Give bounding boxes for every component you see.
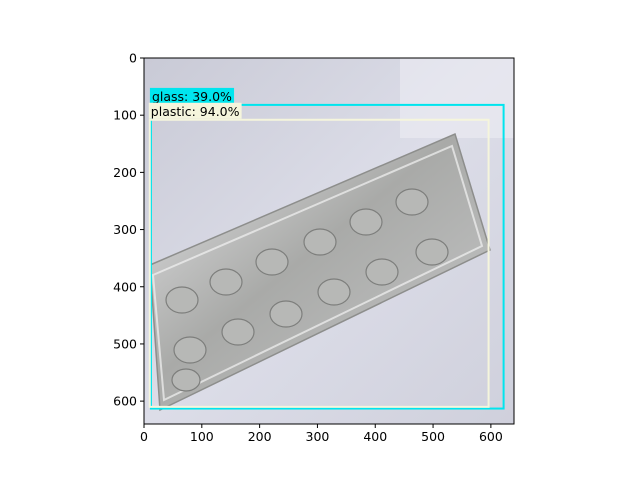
- egg-cup: [173, 336, 207, 364]
- egg-cup: [303, 228, 337, 256]
- photo-highlight: [400, 58, 514, 138]
- egg-cup: [415, 238, 449, 266]
- egg-cup: [221, 318, 255, 346]
- x-tick-label: 400: [363, 429, 387, 444]
- y-tick-label: 100: [113, 108, 137, 123]
- y-tick-label: 200: [113, 165, 137, 180]
- detection-label-bg-glass: [149, 87, 235, 104]
- x-tick-label: 100: [190, 429, 214, 444]
- detection-plastic: plastic: 94.0%: [148, 102, 490, 408]
- egg-cup: [171, 368, 201, 392]
- detection-glass: glass: 39.0%: [149, 87, 505, 410]
- y-axis: 0 100 200 300 400 500 600: [113, 51, 144, 409]
- bounding-box-plastic: [148, 118, 490, 408]
- egg-cup: [365, 258, 399, 286]
- egg-cup: [165, 286, 199, 314]
- x-axis: 0 100 200 300 400 500 600: [140, 424, 503, 444]
- axes-frame: [143, 57, 515, 425]
- egg-cup: [255, 248, 289, 276]
- detection-label-plastic: plastic: 94.0%: [151, 104, 240, 119]
- x-tick-label: 600: [479, 429, 503, 444]
- egg-cup: [269, 300, 303, 328]
- x-tick-label: 300: [306, 429, 330, 444]
- detection-label-bg-plastic: [148, 102, 242, 119]
- detection-overlays: glass: 39.0%plastic: 94.0%: [148, 87, 505, 410]
- bounding-box-glass: [149, 103, 505, 410]
- x-tick-label: 200: [248, 429, 272, 444]
- detection-label-glass: glass: 39.0%: [152, 89, 232, 104]
- egg-carton-rim: [151, 144, 484, 402]
- x-tick-label: 0: [140, 429, 148, 444]
- y-tick-label: 500: [113, 336, 137, 351]
- y-tick-label: 600: [113, 394, 137, 409]
- y-tick-label: 0: [129, 51, 137, 66]
- egg-cup: [395, 188, 429, 216]
- y-tick-label: 300: [113, 222, 137, 237]
- egg-cup: [317, 278, 351, 306]
- egg-cup: [349, 208, 383, 236]
- x-tick-label: 500: [421, 429, 445, 444]
- y-tick-label: 400: [113, 279, 137, 294]
- egg-carton: [149, 132, 491, 412]
- egg-cup: [209, 268, 243, 296]
- egg-carton-cups: [165, 188, 449, 392]
